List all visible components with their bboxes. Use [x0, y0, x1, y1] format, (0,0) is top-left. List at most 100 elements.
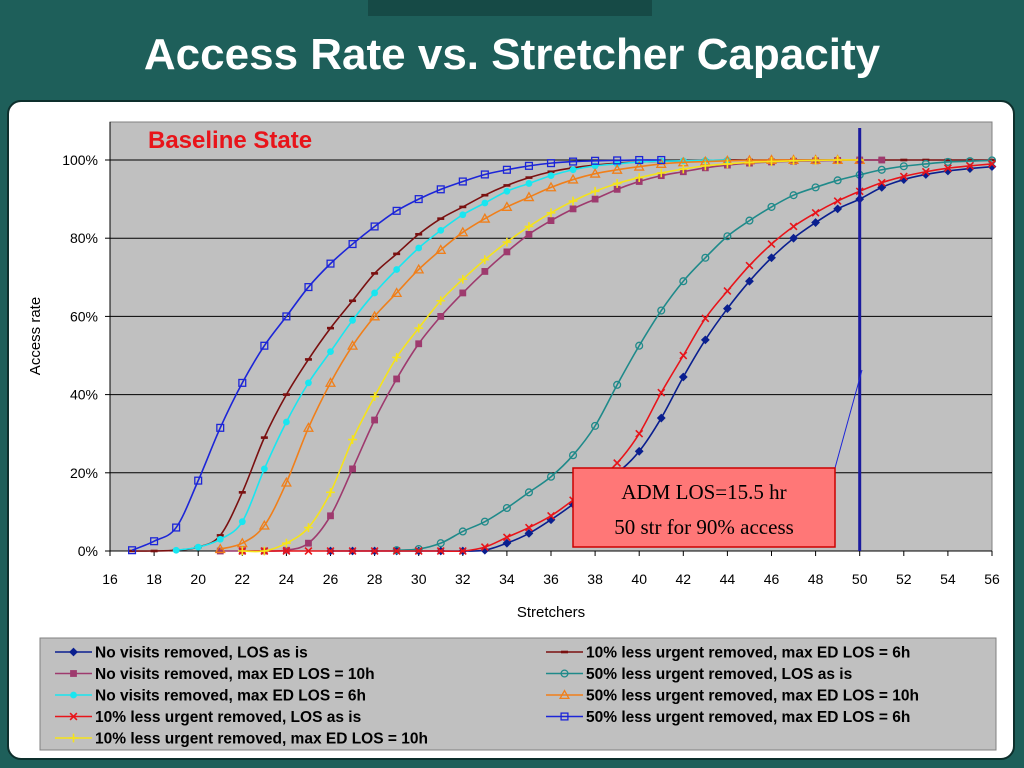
data-point [524, 523, 533, 532]
data-point [833, 204, 843, 214]
data-point [348, 547, 357, 555]
data-point [371, 416, 378, 424]
data-point [435, 244, 447, 254]
data-point [283, 418, 290, 426]
legend-label: 10% less urgent removed, max ED LOS = 10… [95, 731, 428, 748]
data-point [480, 170, 489, 179]
data-point [258, 519, 270, 530]
legend-swatch-marker [70, 691, 77, 699]
x-tick-label: 52 [896, 571, 912, 587]
x-tick-label: 42 [676, 571, 692, 587]
top-accent-bar [368, 0, 652, 16]
data-point [304, 358, 312, 361]
data-point [327, 348, 334, 355]
data-point [436, 185, 445, 194]
data-point [503, 187, 511, 195]
data-point [877, 178, 886, 187]
data-point [391, 287, 403, 297]
y-tick-label: 40% [70, 387, 98, 403]
data-point [635, 429, 644, 438]
data-point [127, 546, 137, 555]
data-point [194, 476, 203, 485]
data-point [260, 341, 269, 350]
data-point [414, 547, 423, 555]
data-point [370, 392, 379, 401]
data-point [503, 248, 511, 256]
data-point [546, 472, 556, 481]
series-layer [127, 154, 997, 556]
data-point [348, 240, 357, 249]
data-point [613, 380, 622, 389]
data-point [591, 421, 600, 430]
data-point [789, 191, 798, 200]
legend-swatch-marker [69, 647, 78, 657]
data-point [569, 166, 577, 174]
data-point [282, 312, 291, 321]
data-point [172, 523, 181, 532]
data-point [657, 306, 666, 315]
data-point [546, 159, 556, 168]
data-point [326, 547, 335, 555]
data-point [502, 237, 512, 247]
x-tick-label: 36 [543, 571, 559, 587]
data-point [657, 155, 666, 165]
data-point [634, 173, 644, 182]
legend-label: No visits removed, LOS as is [95, 645, 308, 662]
data-point [304, 523, 313, 532]
data-point [745, 157, 754, 167]
data-point [437, 226, 445, 234]
x-tick-label: 38 [587, 571, 603, 587]
data-point [811, 218, 820, 227]
data-point [633, 160, 645, 171]
data-point [480, 543, 489, 552]
data-point [547, 511, 555, 520]
series-line [396, 159, 993, 552]
data-point [326, 259, 335, 268]
data-point [150, 537, 159, 546]
data-point [547, 170, 555, 174]
y-tick-label: 80% [70, 230, 98, 246]
data-point [326, 487, 335, 497]
series-8 [127, 155, 666, 555]
data-point [656, 168, 666, 178]
data-point [767, 240, 776, 249]
data-point [348, 435, 357, 444]
data-point [965, 157, 974, 166]
legend-item-9: 10% less urgent removed, max ED LOS = 10… [55, 731, 428, 748]
data-point [943, 164, 952, 173]
data-point [656, 413, 666, 423]
data-point [921, 159, 930, 168]
data-point [613, 459, 622, 467]
legend-label: 10% less urgent removed, max ED LOS = 6h [586, 645, 910, 662]
y-tick-label: 20% [70, 465, 98, 481]
data-point [480, 255, 490, 265]
data-point [767, 157, 776, 166]
data-point [459, 205, 467, 209]
data-point [635, 341, 644, 350]
data-point [545, 181, 557, 192]
data-point [259, 546, 269, 556]
data-point [611, 164, 623, 174]
data-point [524, 488, 533, 497]
legend-swatch-marker [69, 733, 78, 743]
data-point [436, 539, 445, 548]
legend-label: No visits removed, max ED LOS = 10h [95, 666, 375, 683]
data-point [613, 156, 622, 165]
data-point [458, 547, 467, 555]
data-point [568, 451, 578, 460]
legend-swatch-marker [558, 689, 571, 700]
legend-swatch-marker [561, 650, 568, 654]
data-point [634, 446, 644, 456]
data-point [921, 167, 930, 176]
x-tick-label: 16 [102, 571, 118, 587]
legend-label: 50% less urgent removed, max ED LOS = 6h [586, 709, 910, 726]
data-point [413, 263, 425, 274]
data-point [437, 217, 445, 220]
data-point [723, 232, 732, 241]
x-tick-label: 48 [808, 571, 824, 587]
data-point [612, 179, 622, 188]
data-point [349, 465, 356, 473]
data-point [966, 158, 974, 162]
data-point [436, 296, 446, 306]
